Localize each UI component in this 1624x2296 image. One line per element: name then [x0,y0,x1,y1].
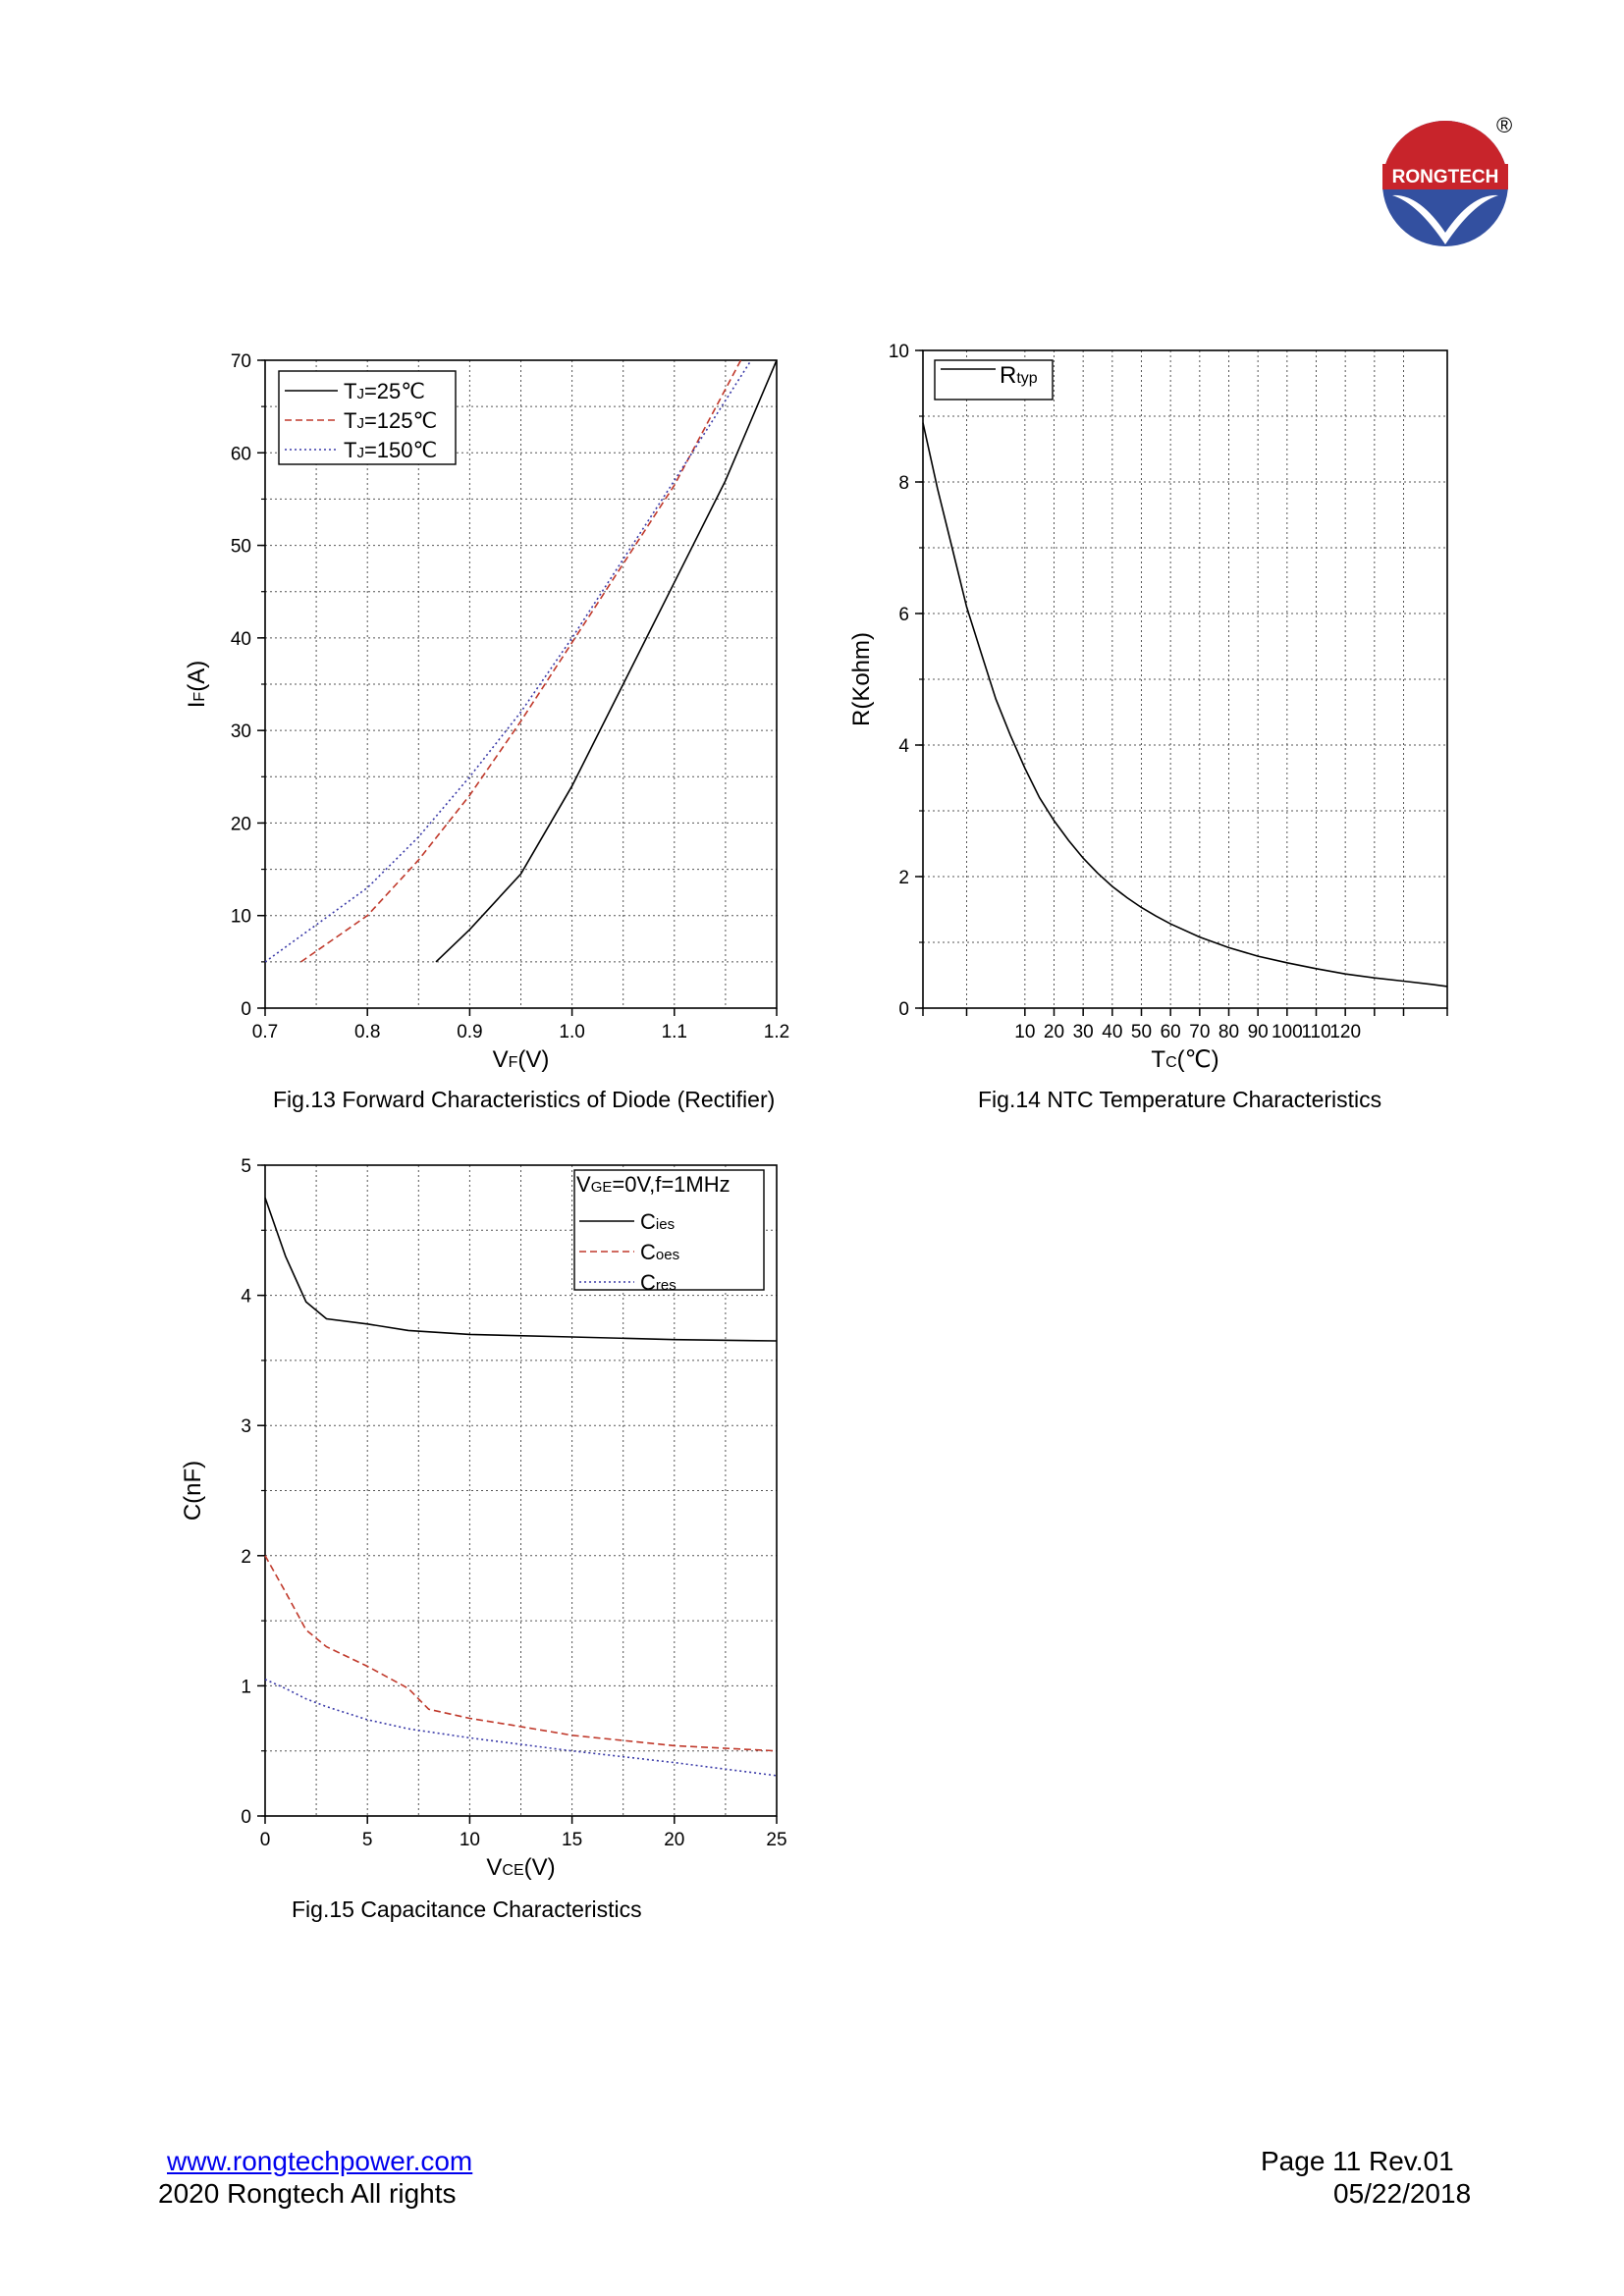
legend-label: Coes [640,1240,679,1264]
y-tick-label: 0 [241,999,251,1020]
y-tick-label: 20 [231,814,251,834]
y-tick-label: 1 [241,1677,251,1697]
y-tick-label: 60 [231,444,251,464]
forward-characteristics-chart: 0 10 20 30 40 50 60 70 0.7 0.8 0.9 1.0 1.1 1.2 VF(V) IF… [184,351,789,1073]
legend-title: VGE=0V,f=1MHz [576,1172,731,1197]
legend-box [934,359,1054,400]
series-line-coes [264,1555,778,1752]
logo-graphic: RONGTECH [1382,121,1508,246]
fig13-caption: Fig.13 Forward Characteristics of Diode … [273,1087,776,1112]
series-line-tj-25- [435,359,778,963]
y-tick-label: 2 [898,868,909,888]
series-line-cres [264,1679,778,1777]
x-tick-label: 10 [1014,1022,1035,1042]
x-tick-label: 80 [1218,1022,1239,1042]
x-tick-label: 70 [1189,1022,1210,1042]
x-tick-label: 1.1 [662,1022,687,1042]
y-tick-label: 0 [241,1807,251,1828]
x-tick-label: 0 [260,1830,271,1850]
y-tick-label: 0 [898,999,909,1020]
x-axis-label: TC(℃) [1151,1046,1218,1073]
legend-label: TJ=150℃ [344,438,437,462]
x-tick-label: 15 [562,1830,582,1850]
x-tick-label: 25 [766,1830,786,1850]
y-tick-label: 2 [241,1547,251,1568]
logo-swoosh [1392,194,1498,244]
x-tick-label: 1.2 [764,1022,789,1042]
x-tick-label: 5 [362,1830,373,1850]
website-link[interactable]: www.rongtechpower.com [167,2146,473,2176]
y-tick-label: 4 [241,1287,251,1308]
logo-band [1382,164,1508,189]
x-tick-label: 20 [664,1830,684,1850]
brand-logo: RONGTECH ® [1375,113,1522,250]
legend-box [278,370,457,465]
legend-label: Rtyp [1000,362,1038,389]
y-axis-label: R(Kohm) [848,632,875,726]
y-tick-label: 4 [898,736,909,757]
legend-box [573,1169,765,1291]
y-axis-label: IF(A) [184,661,210,708]
x-tick-label: 1.0 [559,1022,584,1042]
x-tick-label: 10 [460,1830,480,1850]
footer-copyright: 2020 Rongtech All rights [158,2178,457,2209]
series-line-cies [264,1197,778,1342]
y-tick-label: 3 [241,1416,251,1437]
x-tick-label: 120 [1329,1022,1361,1042]
x-tick-label: 110 [1301,1022,1330,1042]
registered-mark: ® [1496,113,1513,137]
legend-label: Cies [640,1209,675,1234]
x-tick-label: 40 [1102,1022,1122,1042]
y-tick-label: 6 [898,605,909,625]
series-line-tj-125- [300,359,742,963]
x-axis-label: VCE(V) [486,1854,555,1881]
y-tick-label: 70 [231,351,251,372]
y-tick-label: 30 [231,721,251,742]
footer-page: Page 11 Rev.01 [1261,2146,1454,2176]
y-tick-label: 50 [231,537,251,558]
legend-label: Cres [640,1270,677,1295]
y-tick-label: 10 [231,907,251,928]
x-tick-label: 50 [1131,1022,1152,1042]
x-tick-label: 0.8 [354,1022,380,1042]
x-tick-label: 30 [1073,1022,1094,1042]
footer-date: 05/22/2018 [1333,2178,1472,2209]
series-line-tj-150- [264,359,752,963]
y-tick-label: 5 [241,1156,251,1177]
x-tick-label: 0.9 [457,1022,482,1042]
footer-website[interactable]: www.rongtechpower.com [167,2146,472,2177]
x-tick-label: 60 [1161,1022,1181,1042]
x-tick-label: 90 [1248,1022,1269,1042]
x-tick-label: 20 [1044,1022,1064,1042]
fig14-caption: Fig.14 NTC Temperature Characteristics [978,1087,1382,1112]
legend-label: TJ=25℃ [344,379,425,403]
x-tick-label: 0.7 [252,1022,278,1042]
y-axis-label: C(nF) [180,1461,206,1521]
series-line-rtyp [922,422,1448,988]
y-tick-label: 8 [898,473,909,494]
y-tick-label: 10 [889,342,909,362]
x-tick-label: 100 [1272,1022,1303,1042]
fig15-caption: Fig.15 Capacitance Characteristics [292,1896,642,1922]
y-tick-label: 40 [231,629,251,650]
x-axis-label: VF(V) [493,1046,550,1073]
legend-label: TJ=125℃ [344,408,437,433]
capacitance-chart: 0 1 2 3 4 5 0 5 10 15 20 25 VCE(V) C(nF) VGE=0V,f=1MHz… [180,1156,787,1881]
logo-text: RONGTECH [1392,167,1499,187]
